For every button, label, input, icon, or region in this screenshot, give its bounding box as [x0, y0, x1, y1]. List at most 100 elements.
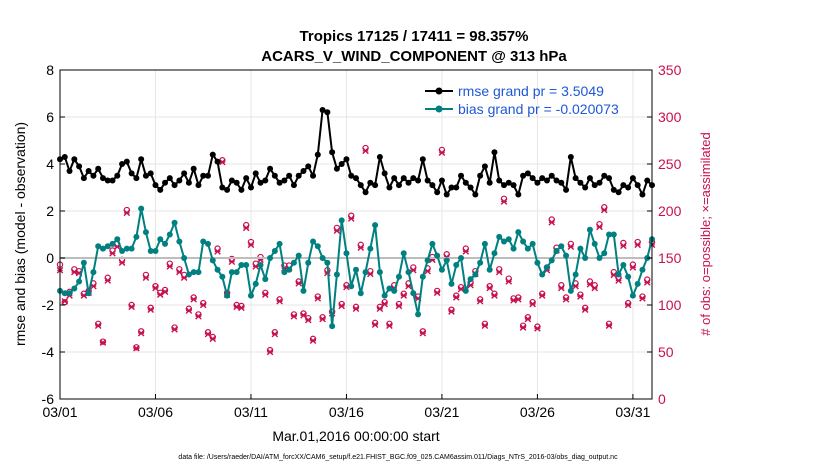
obs-assimilated-point: [238, 304, 245, 312]
bias-point: [133, 233, 140, 240]
bias-point: [615, 271, 622, 278]
bias-point: [319, 255, 326, 261]
obs-assimilated-point: [495, 268, 503, 276]
obs-assimilated-point: [567, 243, 575, 251]
obs-assimilated-point: [381, 300, 388, 308]
bias-point: [381, 292, 388, 299]
rmse-point: [271, 172, 278, 179]
rmse-point: [238, 186, 245, 193]
bias-point: [310, 238, 317, 245]
bias-point: [286, 266, 293, 273]
bias-point: [505, 236, 512, 243]
rmse-point: [286, 172, 293, 179]
y-left-tick-label-5: 4: [46, 156, 54, 172]
obs-assimilated-point: [452, 294, 460, 301]
obs-assimilated-point: [71, 268, 78, 276]
rmse-point: [142, 172, 149, 179]
bias-point: [515, 229, 522, 236]
bias-point: [524, 245, 531, 252]
x-axis-label: Mar.01,2016 00:00:00 start: [272, 428, 439, 444]
bias-point: [314, 243, 321, 250]
bias-point: [243, 262, 250, 269]
obs-assimilated-point: [505, 278, 513, 285]
bias-point: [119, 247, 126, 254]
rmse-point: [448, 184, 455, 191]
rmse-point: [353, 175, 359, 182]
obs-assimilated-point: [371, 321, 379, 329]
y-right-tick-label-2: 100: [658, 297, 682, 313]
bias-point: [295, 252, 302, 259]
obs-assimilated-point: [247, 241, 255, 249]
bias-point: [195, 269, 202, 276]
obs-assimilated-point: [99, 339, 107, 346]
bias-point: [596, 255, 603, 261]
rmse-point: [625, 184, 632, 191]
rmse-point: [429, 182, 436, 189]
obs-assimilated-point: [271, 330, 279, 338]
rmse-point: [281, 177, 288, 184]
obs-assimilated-point: [519, 324, 527, 331]
rmse-point: [591, 182, 598, 189]
obs-assimilated-point: [214, 248, 221, 255]
obs-assimilated-point: [161, 288, 169, 296]
bias-point: [467, 276, 474, 283]
obs-assimilated-point: [233, 303, 240, 311]
rmse-point: [548, 172, 555, 179]
rmse-point: [314, 151, 321, 158]
rmse-point: [453, 184, 460, 191]
obs-assimilated-point: [199, 301, 207, 309]
rmse-point: [80, 175, 87, 182]
bias-point: [606, 231, 613, 238]
bias-point: [290, 259, 297, 266]
bias-point: [501, 238, 507, 245]
obs-assimilated-point: [643, 279, 651, 286]
bias-point: [520, 238, 527, 245]
bias-point: [214, 266, 221, 273]
legend-rmse-marker: [435, 87, 443, 95]
rmse-point: [319, 106, 326, 113]
rmse-point: [257, 179, 264, 186]
bias-point: [219, 273, 226, 280]
obs-assimilated-point: [133, 344, 140, 352]
rmse-point: [477, 172, 484, 179]
obs-assimilated-point: [304, 316, 312, 324]
bias-point: [572, 271, 579, 278]
bias-point: [228, 269, 235, 276]
obs-assimilated-point: [261, 291, 269, 298]
rmse-point: [376, 153, 383, 160]
bias-point: [300, 287, 307, 294]
bias-point: [281, 269, 288, 276]
rmse-point: [601, 172, 608, 179]
y-right-tick-label-3: 150: [658, 250, 682, 266]
bias-point: [582, 255, 589, 261]
x-tick-label-1: 03/06: [138, 404, 173, 420]
obs-assimilated-point: [581, 306, 589, 313]
obs-assimilated-point: [491, 292, 498, 299]
bias-point: [181, 255, 188, 261]
rmse-point: [190, 165, 197, 172]
bias-point: [620, 262, 627, 269]
bias-point: [486, 266, 493, 273]
bias-point: [601, 250, 608, 257]
rmse-point: [357, 182, 364, 189]
obs-assimilated-point: [433, 289, 441, 297]
bias-point: [372, 222, 379, 229]
rmse-point: [491, 149, 498, 156]
bias-point: [152, 247, 159, 254]
rmse-point: [395, 182, 402, 189]
rmse-point: [138, 156, 145, 163]
obs-assimilated-point: [180, 274, 188, 282]
bias-point: [543, 264, 550, 271]
rmse-point: [543, 177, 550, 184]
bias-point: [104, 243, 111, 250]
rmse-point: [61, 153, 68, 160]
rmse-point: [386, 184, 393, 191]
rmse-point: [181, 170, 188, 177]
bias-point: [71, 285, 78, 292]
rmse-point: [243, 175, 250, 182]
rmse-point: [424, 177, 431, 184]
obs-assimilated-point: [624, 301, 632, 309]
obs-assimilated-point: [548, 218, 556, 226]
rmse-point: [515, 191, 522, 198]
bias-point: [481, 240, 488, 247]
